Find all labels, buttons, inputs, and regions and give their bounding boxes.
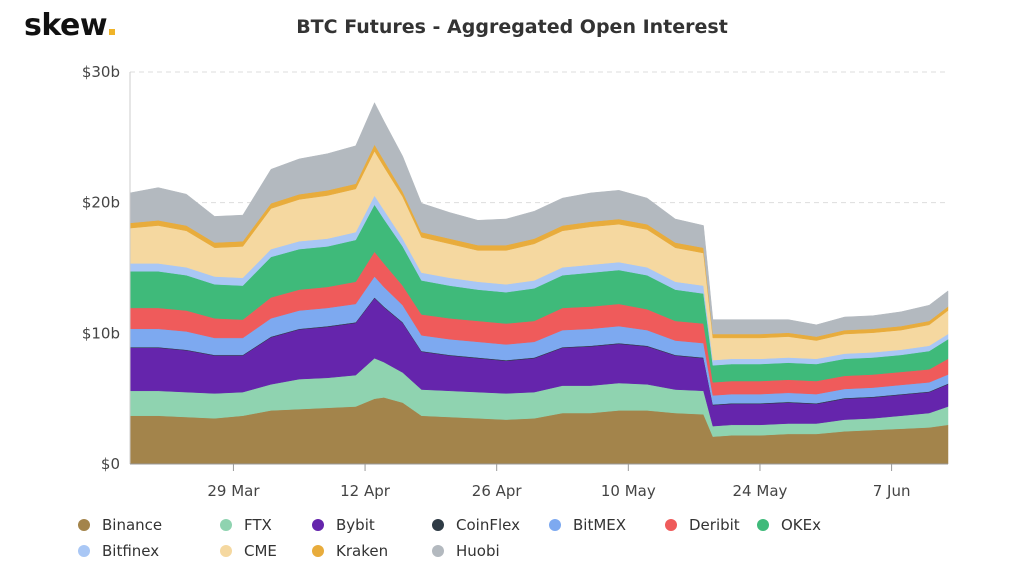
legend-swatch — [549, 519, 561, 531]
legend-row: Binance FTX Bybit CoinFlex BitMEX Deribit OKEx — [78, 512, 978, 538]
legend-label: FTX — [244, 516, 272, 534]
legend-item-coinflex[interactable]: CoinFlex — [432, 516, 549, 534]
legend-item-cme[interactable]: CME — [220, 542, 312, 560]
x-tick-label-2: 26 Apr — [472, 482, 523, 500]
legend-label: Bybit — [336, 516, 375, 534]
legend-swatch — [78, 545, 90, 557]
skew-logo-text: skew — [24, 8, 108, 43]
logo-dot — [109, 29, 116, 35]
legend-label: BitMEX — [573, 516, 627, 534]
legend-item-deribit[interactable]: Deribit — [665, 516, 757, 534]
legend-item-okex[interactable]: OKEx — [757, 516, 847, 534]
legend-swatch — [432, 519, 444, 531]
legend-label: OKEx — [781, 516, 821, 534]
legend-swatch — [220, 519, 232, 531]
legend-item-bitmex[interactable]: BitMEX — [549, 516, 665, 534]
legend-item-kraken[interactable]: Kraken — [312, 542, 432, 560]
y-tick-label-2: $20b — [82, 194, 120, 212]
legend-item-huobi[interactable]: Huobi — [432, 542, 549, 560]
x-tick-label-0: 29 Mar — [207, 482, 260, 500]
legend-item-bitfinex[interactable]: Bitfinex — [78, 542, 220, 560]
legend-swatch — [312, 545, 324, 557]
legend-label: Kraken — [336, 542, 389, 560]
y-tick-label-1: $10b — [82, 324, 120, 342]
skew-logo: skew — [24, 8, 116, 43]
legend-label: Huobi — [456, 542, 500, 560]
y-tick-label-0: $0 — [101, 455, 120, 473]
legend-label: CME — [244, 542, 277, 560]
y-tick-label-3: $30b — [82, 63, 120, 81]
area-huobi — [129, 102, 949, 337]
series-areas — [129, 102, 949, 465]
x-tick-label-1: 12 Apr — [340, 482, 391, 500]
legend-item-bybit[interactable]: Bybit — [312, 516, 432, 534]
legend-row: Bitfinex CME Kraken Huobi — [78, 538, 978, 564]
legend-swatch — [312, 519, 324, 531]
legend-swatch — [220, 545, 232, 557]
legend-item-ftx[interactable]: FTX — [220, 516, 312, 534]
legend-swatch — [665, 519, 677, 531]
legend-swatch — [757, 519, 769, 531]
legend-swatch — [78, 519, 90, 531]
legend-swatch — [432, 545, 444, 557]
legend-label: CoinFlex — [456, 516, 520, 534]
x-tick-label-5: 7 Jun — [873, 482, 911, 500]
legend-label: Bitfinex — [102, 542, 160, 560]
legend-item-binance[interactable]: Binance — [78, 516, 220, 534]
legend-label: Deribit — [689, 516, 740, 534]
x-tick-label-4: 24 May — [733, 482, 788, 500]
legend-label: Binance — [102, 516, 163, 534]
x-tick-label-3: 10 May — [601, 482, 656, 500]
chart-title: BTC Futures - Aggregated Open Interest — [296, 16, 728, 38]
legend: Binance FTX Bybit CoinFlex BitMEX Deribit OKEx… — [78, 512, 978, 564]
axes: $0 $10b $20b $30b 29 Mar 12 Apr 26 Apr 10 May 24… — [82, 63, 948, 500]
